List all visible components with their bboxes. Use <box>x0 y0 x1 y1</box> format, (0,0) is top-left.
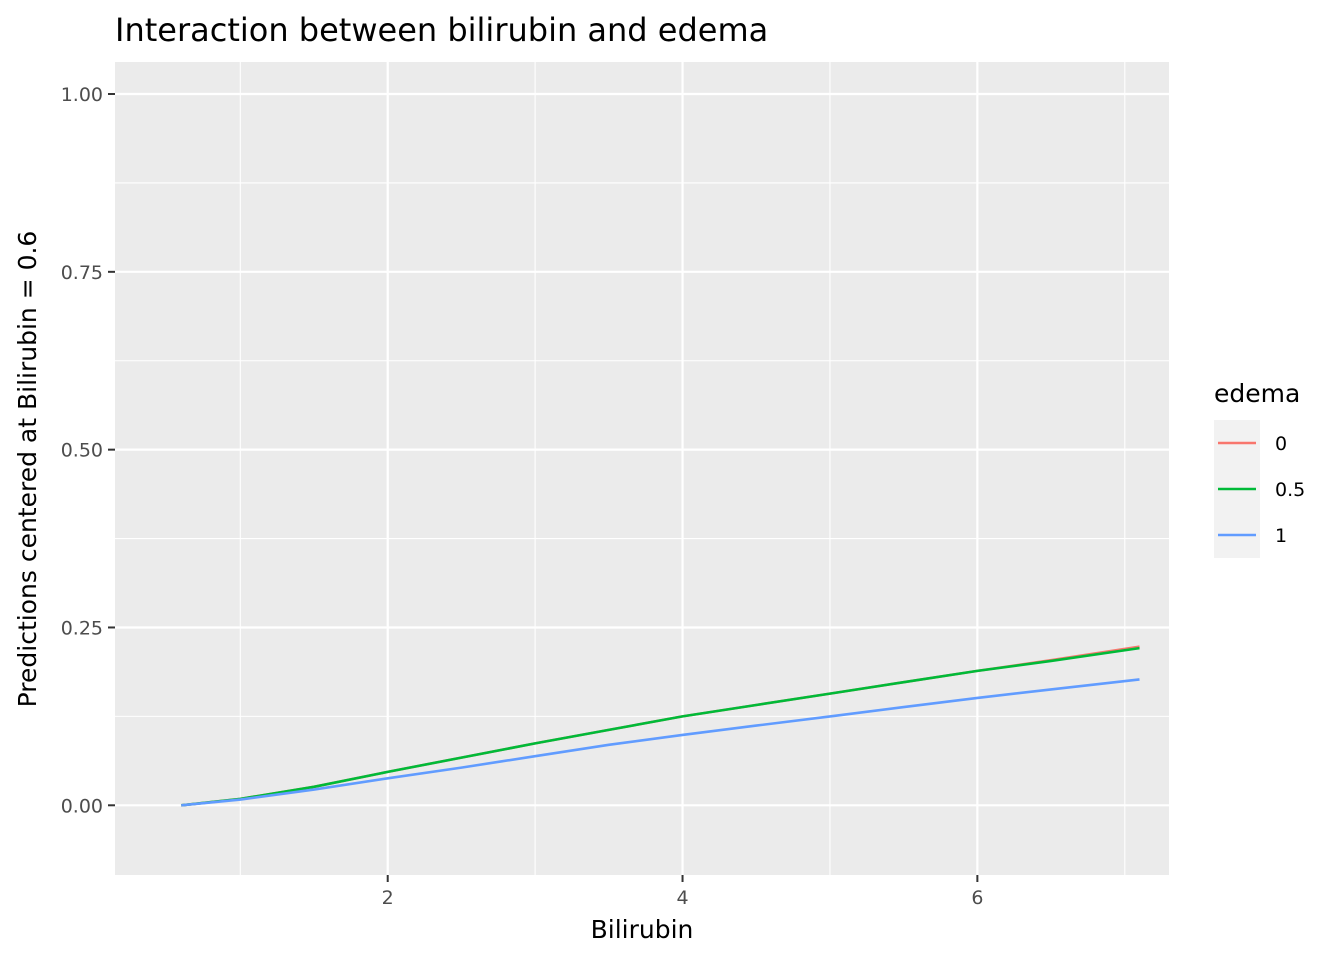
legend-title: edema <box>1214 379 1300 408</box>
series-line <box>181 678 1140 807</box>
y-tick-label: 0.75 <box>61 262 103 284</box>
legend: edema 00.51 <box>1214 379 1305 558</box>
y-tick-label: 0.25 <box>61 617 103 639</box>
legend-keys: 00.51 <box>1214 420 1305 558</box>
x-tick-label: 2 <box>382 887 394 909</box>
series-lines <box>181 645 1140 807</box>
y-axis: 0.00 0.25 0.50 0.75 1.00 <box>61 84 115 817</box>
y-tick-label: 1.00 <box>61 84 103 106</box>
series-line <box>181 646 1140 807</box>
x-tick-label: 6 <box>971 887 983 909</box>
legend-label: 0.5 <box>1275 479 1305 501</box>
x-tick-label: 4 <box>676 887 688 909</box>
y-tick-label: 0.50 <box>61 440 103 462</box>
grid-lines <box>115 62 1169 875</box>
y-tick-label: 0.00 <box>61 795 103 817</box>
x-axis-title: Bilirubin <box>591 915 694 944</box>
legend-label: 1 <box>1275 525 1287 547</box>
legend-label: 0 <box>1275 433 1287 455</box>
y-axis-title: Predictions centered at Bilirubin = 0.6 <box>13 231 42 708</box>
chart-title: Interaction between bilirubin and edema <box>115 11 768 49</box>
x-axis: 2 4 6 <box>382 875 983 909</box>
plot-panel <box>115 62 1169 875</box>
